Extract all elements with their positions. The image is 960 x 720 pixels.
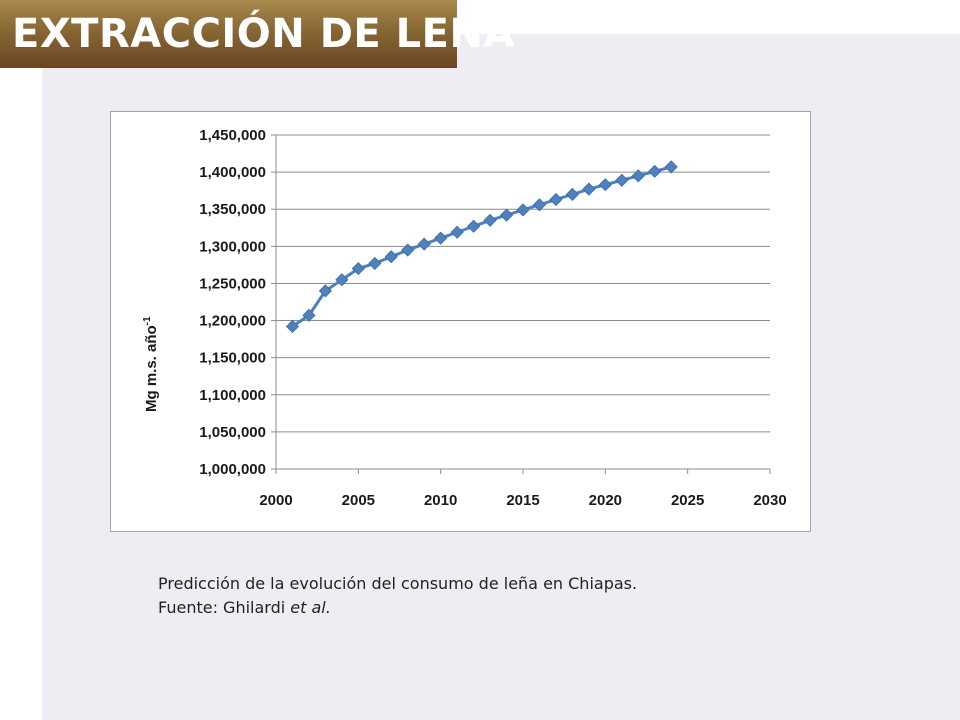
data-point-marker — [384, 250, 398, 264]
axes — [271, 134, 771, 474]
x-tick-label: 2025 — [671, 492, 704, 509]
data-point-marker — [565, 187, 579, 201]
data-point-marker — [368, 256, 382, 270]
data-point-marker — [467, 219, 481, 233]
y-tick-label: 1,300,000 — [199, 238, 266, 255]
figure-caption: Predicción de la evolución del consumo d… — [158, 572, 637, 620]
y-tick-labels: 1,000,000 1,050,000 1,100,000 1,150,000 1,20… — [199, 127, 266, 478]
data-point-marker — [631, 169, 645, 183]
data-point-marker — [335, 273, 349, 287]
data-point-marker — [285, 319, 300, 334]
title-banner: EXTRACCIÓN DE LEÑA — [0, 0, 514, 68]
data-point-marker — [318, 284, 332, 298]
y-axis-label: Mg m.s. año-1 — [142, 316, 160, 412]
x-tick-label: 2020 — [589, 492, 622, 509]
caption-source-italic: et al. — [290, 598, 331, 617]
slide-title: EXTRACCIÓN DE LEÑA — [12, 11, 515, 57]
data-point-marker — [499, 208, 514, 222]
x-tick-label: 2030 — [753, 492, 786, 509]
y-axis-label-text: Mg m.s. año — [143, 325, 160, 412]
data-point-marker — [483, 213, 497, 227]
data-point-marker — [516, 203, 530, 217]
data-point-marker — [450, 225, 464, 239]
series-consumo-lena — [285, 160, 678, 334]
y-tick-label: 1,450,000 — [199, 127, 266, 144]
y-tick-label: 1,400,000 — [199, 164, 266, 181]
data-point-marker — [648, 164, 662, 178]
data-point-marker — [532, 198, 547, 212]
x-tick-label: 2000 — [259, 492, 292, 509]
x-tick-label: 2005 — [342, 492, 375, 509]
data-point-marker — [401, 243, 415, 257]
y-tick-label: 1,250,000 — [199, 275, 266, 292]
x-tick-label: 2015 — [506, 492, 539, 509]
y-tick-label: 1,050,000 — [199, 424, 266, 441]
gridlines — [276, 134, 770, 433]
data-point-marker — [549, 193, 563, 207]
line-chart: 1,000,000 1,050,000 1,100,000 1,150,000 1,20… — [142, 127, 787, 509]
y-tick-label: 1,150,000 — [199, 350, 266, 367]
x-tick-labels: 2000 2005 2010 2015 2020 2025 2030 — [259, 492, 786, 509]
y-tick-label: 1,000,000 — [199, 461, 266, 478]
caption-source: Fuente: Ghilardi et al. — [158, 596, 637, 620]
y-tick-label: 1,350,000 — [199, 201, 266, 218]
y-tick-label: 1,100,000 — [199, 387, 266, 404]
data-point-marker — [434, 231, 448, 245]
x-tick-label: 2010 — [424, 492, 457, 509]
data-point-marker — [417, 237, 431, 251]
data-point-marker — [664, 160, 678, 174]
data-point-marker — [582, 182, 596, 196]
caption-description: Predicción de la evolución del consumo d… — [158, 574, 638, 593]
chart-container: 1,000,000 1,050,000 1,100,000 1,150,000 1,20… — [110, 111, 811, 532]
caption-source-prefix: Fuente: Ghilardi — [158, 598, 291, 617]
y-axis-label-superscript: -1 — [142, 316, 153, 325]
data-point-marker — [351, 262, 365, 276]
y-tick-label: 1,200,000 — [199, 313, 266, 330]
data-point-marker — [615, 173, 629, 187]
data-point-marker — [302, 308, 316, 322]
data-point-marker — [598, 178, 612, 192]
